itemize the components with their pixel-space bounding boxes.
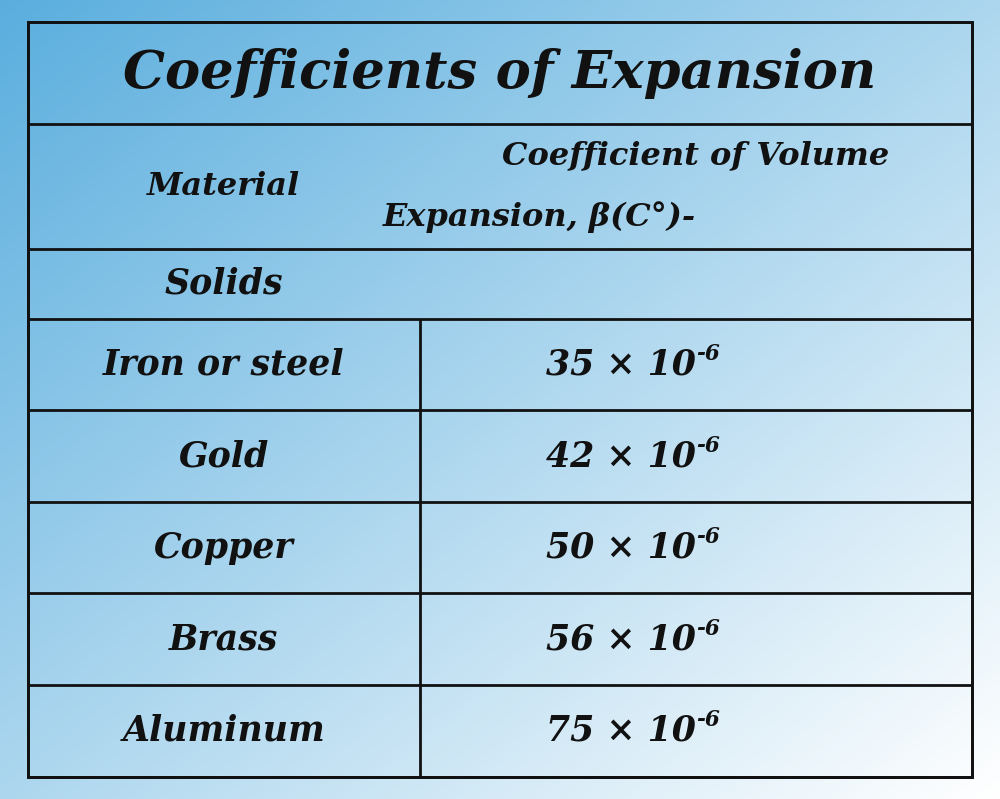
Text: Copper: Copper <box>154 531 294 565</box>
Text: 1: 1 <box>696 60 710 80</box>
Text: Solids: Solids <box>165 267 283 300</box>
Text: -6: -6 <box>696 344 720 365</box>
Text: Expansion, β(C°)-1: Expansion, β(C°)-1 <box>528 201 864 233</box>
Text: 75 × 10: 75 × 10 <box>546 714 696 748</box>
Text: Material: Material <box>147 171 300 202</box>
Text: -6: -6 <box>696 710 720 731</box>
Text: Coefficient of Volume: Coefficient of Volume <box>502 141 890 172</box>
Text: 35 × 10: 35 × 10 <box>546 348 696 382</box>
Text: Aluminum: Aluminum <box>123 714 325 748</box>
Text: 56 × 10: 56 × 10 <box>546 622 696 656</box>
Text: 50 × 10: 50 × 10 <box>546 531 696 565</box>
Text: Iron or steel: Iron or steel <box>103 348 345 382</box>
Text: Gold: Gold <box>179 439 269 473</box>
Text: 42 × 10: 42 × 10 <box>546 439 696 473</box>
Text: Brass: Brass <box>169 622 279 656</box>
Text: Expansion, β(C°)-: Expansion, β(C°)- <box>383 201 696 233</box>
Text: Coefficients of Expansion: Coefficients of Expansion <box>123 48 877 99</box>
Text: -6: -6 <box>696 435 720 457</box>
Text: -6: -6 <box>696 527 720 548</box>
Text: -6: -6 <box>696 618 720 640</box>
